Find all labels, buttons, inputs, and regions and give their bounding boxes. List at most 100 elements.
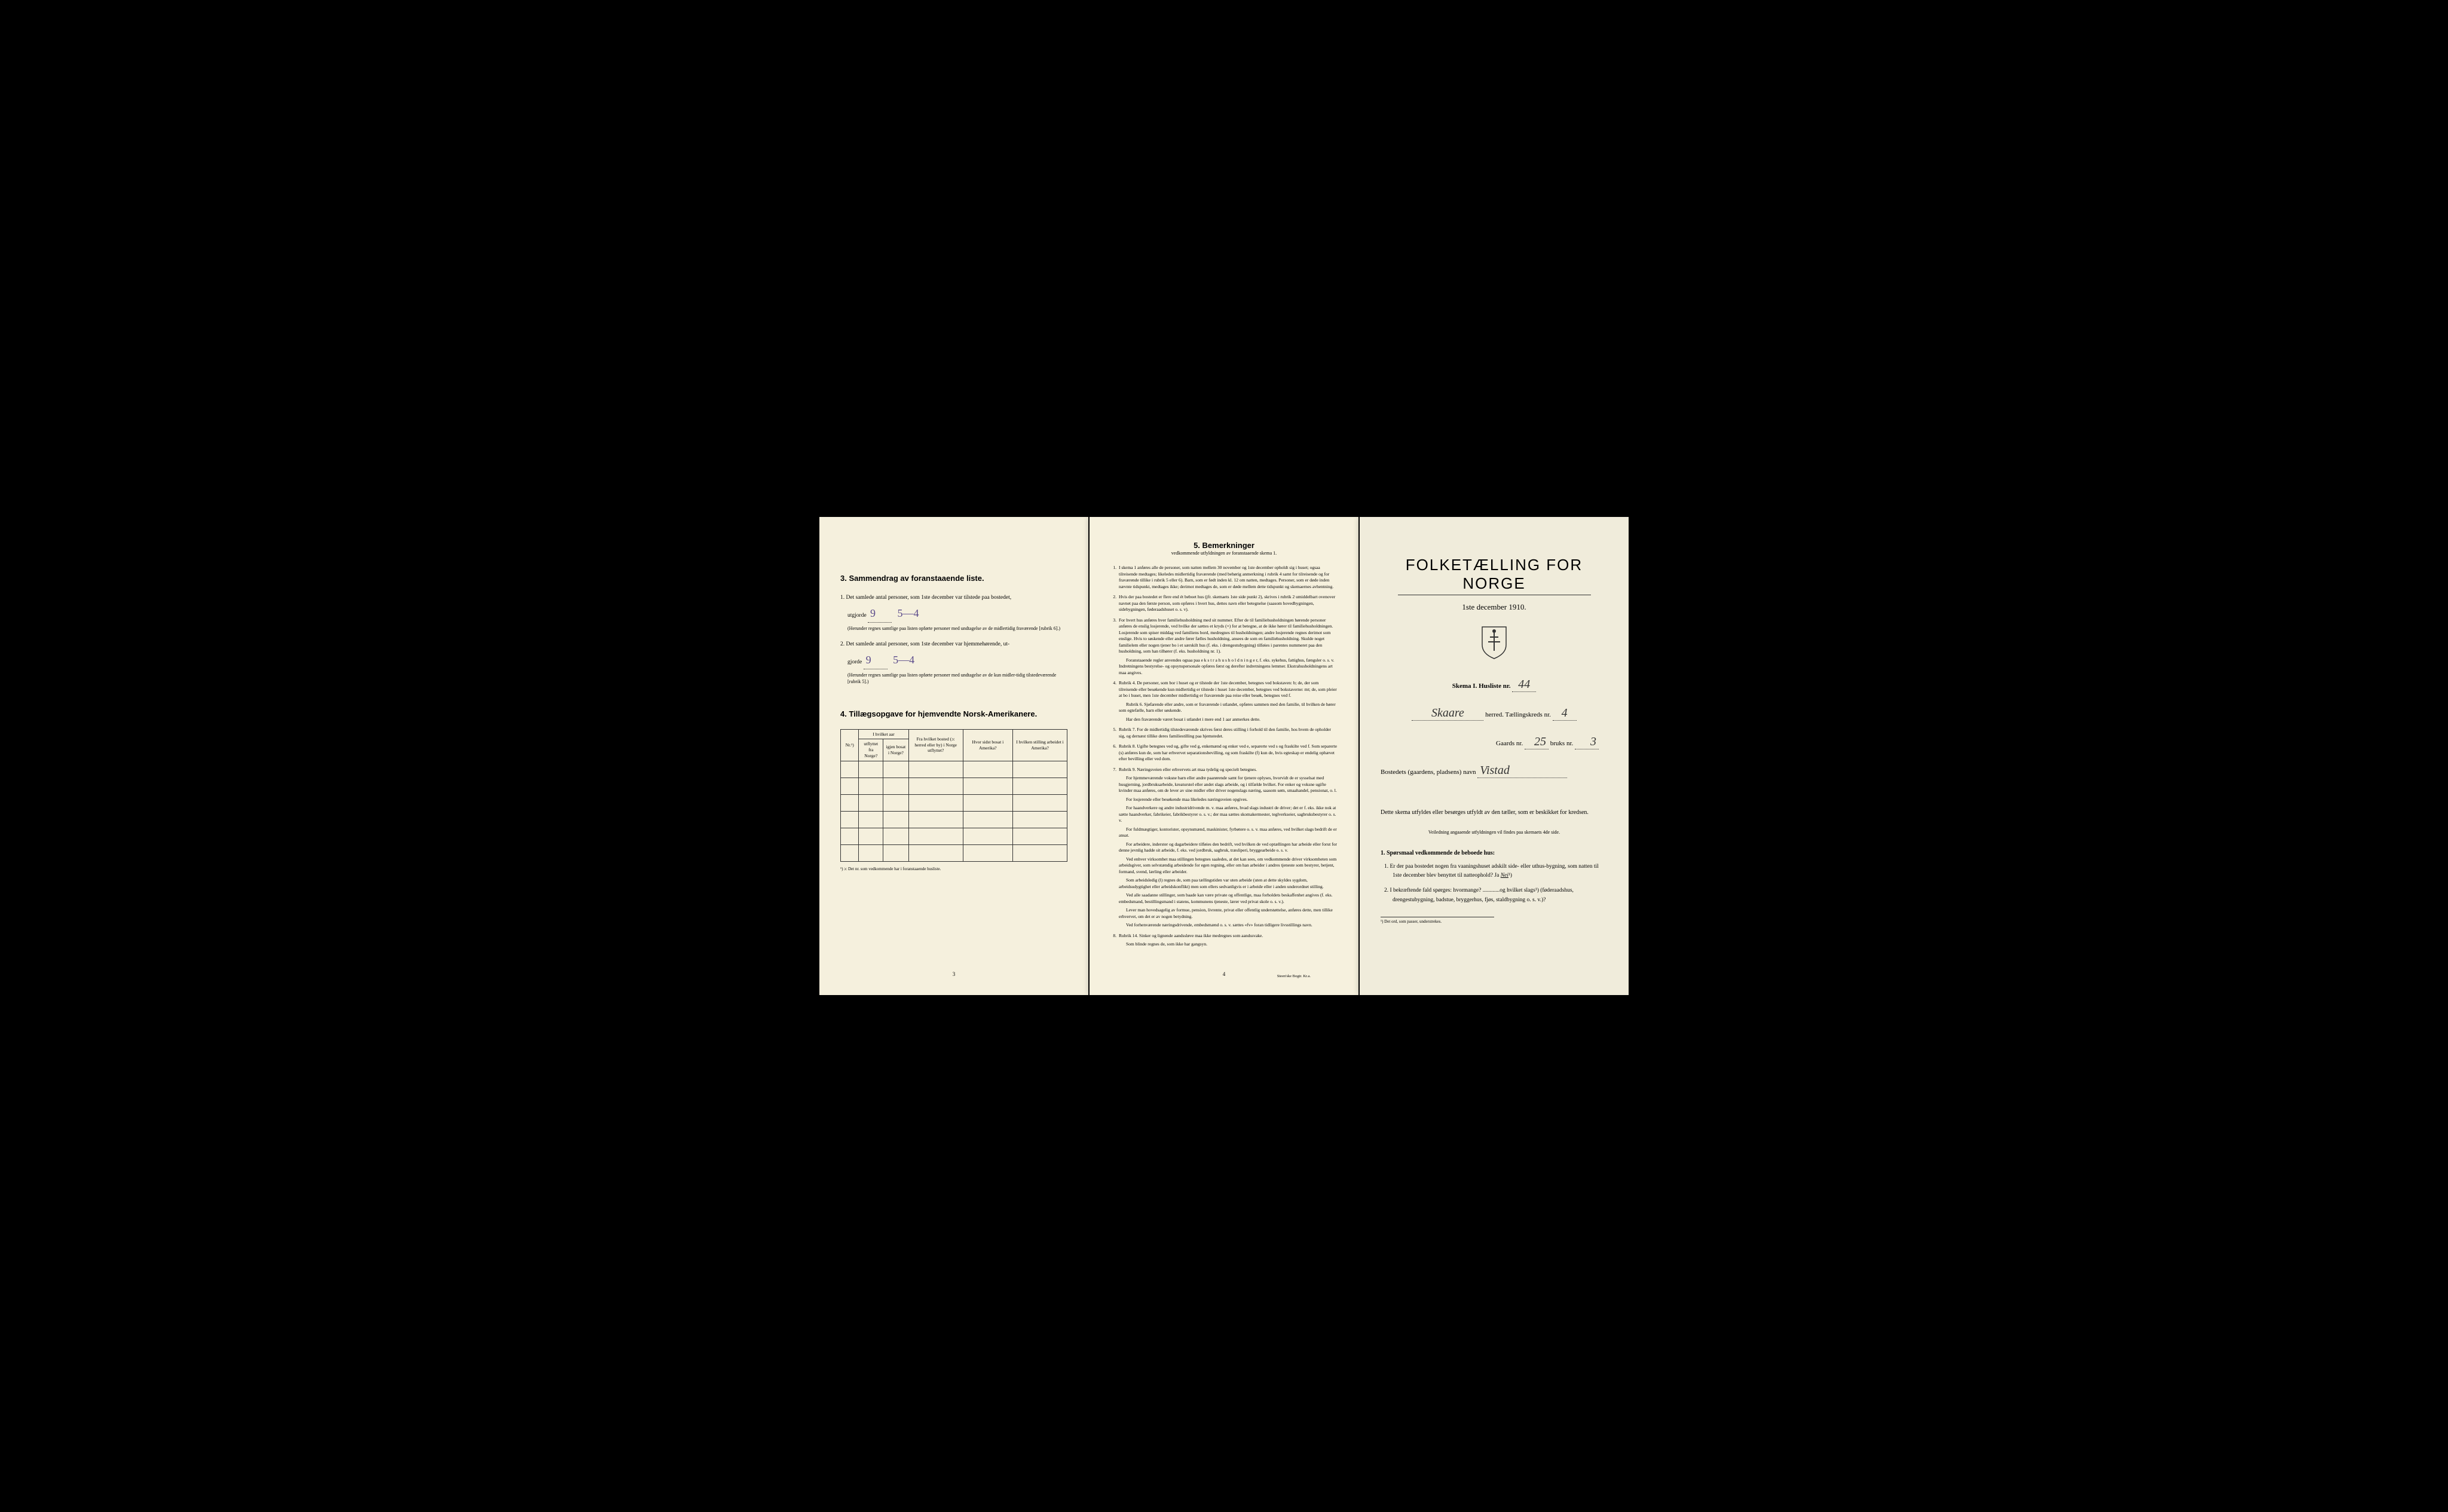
instruction-text: For hvert hus anføres hver familiehushol… [1119,617,1333,654]
item-2-text: 2. Det samlede antal personer, som 1ste … [840,640,1067,649]
col-emigrated-header: utflyttet fra Norge? [859,739,883,761]
bottom-footnote: ¹) Det ord, som passer, understrekes. [1381,917,1494,924]
question-1-answer: Nei [1501,873,1508,879]
page-middle: 5. Bemerkninger vedkommende utfyldningen… [1090,517,1358,995]
col-america-header: Hvor sidst bosat i Amerika? [963,729,1012,761]
instruction-subpara: Lever man hovedsagelig av formue, pensio… [1119,907,1338,920]
document-spread: 3. Sammendrag av foranstaaende liste. 1.… [819,517,1629,995]
table-footnote: ¹) ɔ: Det nr. som vedkommende har i fora… [840,867,1067,871]
table-row [841,844,1067,861]
skema-line: Skema I. Husliste nr. 44 [1381,678,1608,692]
gaards-nr-value: 25 [1525,735,1549,749]
table-row [841,761,1067,778]
col-from-header: Fra hvilket bosted (ɔ: herred eller by) … [908,729,963,761]
col-work-header: I hvilken stilling arbeidet i Amerika? [1013,729,1067,761]
instruction-item: 1.I skema 1 anføres alle de personer, so… [1110,565,1338,590]
page-left: 3. Sammendrag av foranstaaende liste. 1.… [819,517,1088,995]
norway-crest-icon [1479,624,1509,660]
instruction-subpara: Har den fraværende været bosat i utlande… [1119,717,1338,723]
filling-instruction: Dette skema utfyldes eller besørges utfy… [1381,808,1608,818]
page-number: 4 [1223,971,1226,977]
item-2-value-2: 5—4 [893,654,914,666]
instruction-item: 8.Rubrik 14. Sinker og lignende aandsslø… [1110,933,1338,948]
question-section: 1. Spørsmaal vedkommende de beboede hus:… [1381,850,1608,905]
instruction-list: 1.I skema 1 anføres alle de personer, so… [1110,565,1338,948]
instruction-subpara: Foranstaaende regler anvendes ogsaa paa … [1119,657,1338,677]
question-1: 1. Er der paa bostedet nogen fra vaaning… [1381,862,1608,880]
instruction-subpara: Rubrik 6. Sjøfarende eller andre, som er… [1119,702,1338,714]
question-2: 2. I bekræftende fald spørges: hvormange… [1381,886,1608,904]
census-date: 1ste december 1910. [1381,602,1608,612]
instruction-number: 2. [1110,594,1116,601]
instruction-text: Rubrik 7. For de midlertidig tilstedevær… [1119,727,1331,739]
instruction-item: 3.For hvert hus anføres hver familiehush… [1110,617,1338,677]
instruction-text: Rubrik 4. De personer, som bor i huset o… [1119,680,1337,698]
gaards-label: Gaards nr. [1496,740,1523,747]
instruction-item: 2.Hvis der paa bostedet er flere end ét … [1110,594,1338,613]
instruction-text: Rubrik 9. Næringsveien eller erhvervets … [1119,767,1257,772]
item-1-fineprint: (Herunder regnes samtlige paa listen opf… [840,625,1067,632]
col-nr-header: Nr.¹) [841,729,859,761]
bosted-label: Bostedets (gaardens, pladsens) navn [1381,769,1476,776]
instruction-number: 4. [1110,680,1116,687]
page-right: FOLKETÆLLING FOR NORGE 1ste december 191… [1360,517,1629,995]
instruction-subpara: For losjerende eller besøkende maa likel… [1119,797,1338,803]
item-2-value-1: 9 [864,651,888,669]
instruction-subpara: Som blinde regnes de, som ikke har gangs… [1119,941,1338,948]
instruction-subpara: Ved enhver virksomhet maa stillingen bet… [1119,856,1338,876]
instruction-text: Rubrik 14. Sinker og lignende aandssløve… [1119,933,1263,938]
bosted-line: Bostedets (gaardens, pladsens) navn Vist… [1381,764,1608,778]
bosted-value: Vistad [1477,764,1567,778]
item-1-line2: utgjorde 9 5—4 [840,605,1067,623]
herred-line: Skaare herred. Tællingskreds nr. 4 [1381,706,1608,721]
instruction-subpara: Ved alle saadanne stillinger, som baade … [1119,892,1338,905]
question-header: 1. Spørsmaal vedkommende de beboede hus: [1381,850,1608,856]
instruction-subpara: For arbeidere, inderster og dagarbeidere… [1119,841,1338,854]
instruction-number: 1. [1110,565,1116,571]
item-2-fineprint: (Herunder regnes samtlige paa listen opf… [840,672,1067,685]
col-year-header: I hvilket aar [859,729,908,739]
instruction-number: 5. [1110,727,1116,733]
bruks-nr-value: 3 [1575,735,1599,749]
husliste-nr-value: 44 [1512,678,1536,692]
kreds-nr-value: 4 [1553,706,1577,721]
instruction-subpara: For fuldmægtiger, kontorister, opsynsmæn… [1119,827,1338,839]
bruks-label: bruks nr. [1550,740,1574,747]
instruction-item: 5.Rubrik 7. For de midlertidig tilstedev… [1110,727,1338,739]
section-3-header: 3. Sammendrag av foranstaaende liste. [840,574,1067,583]
instruction-item: 4.Rubrik 4. De personer, som bor i huset… [1110,680,1338,723]
table-row [841,811,1067,828]
section-5-subheader: vedkommende utfyldningen av foranstaaend… [1110,550,1338,556]
col-returned-header: igjen bosat i Norge? [883,739,909,761]
instruction-subpara: Ved forhenværende næringsdrivende, embed… [1119,922,1338,929]
item-1-label: utgjorde [847,613,867,619]
herred-name-value: Skaare [1412,706,1483,721]
table-row [841,794,1067,811]
instruction-text: Hvis der paa bostedet er flere end ét be… [1119,594,1335,612]
item-2-line2: gjorde 9 5—4 [840,651,1067,669]
instruction-number: 7. [1110,767,1116,773]
table-row [841,778,1067,794]
instruction-item: 7.Rubrik 9. Næringsveien eller erhvervet… [1110,767,1338,929]
instruction-subpara: For hjemmeværende voksne barn eller andr… [1119,775,1338,794]
gaards-line: Gaards nr. 25 bruks nr. 3 [1381,735,1608,749]
guidance-note: Veiledning angaaende utfyldningen vil fi… [1381,830,1608,835]
item-1-text: 1. Det samlede antal personer, som 1ste … [840,593,1067,602]
emigrant-table: Nr.¹) I hvilket aar Fra hvilket bosted (… [840,729,1067,862]
question-1-text: 1. Er der paa bostedet nogen fra vaaning… [1384,864,1599,879]
instruction-text: Rubrik 8. Ugifte betegnes ved ug, gifte … [1119,743,1337,761]
item-1-value-2: 5—4 [898,607,919,619]
instruction-item: 6.Rubrik 8. Ugifte betegnes ved ug, gift… [1110,743,1338,763]
skema-label: Skema I. Husliste nr. [1452,682,1511,690]
herred-label: herred. Tællingskreds nr. [1485,711,1551,718]
item-1-value-1: 9 [868,605,892,623]
printer-mark: Steen'ske Bogtr. Kr.a. [1277,974,1311,978]
instruction-number: 6. [1110,743,1116,750]
section-5-header: 5. Bemerkninger [1110,541,1338,550]
table-row [841,828,1067,844]
item-2-label: gjorde [847,659,862,665]
instruction-subpara: Som arbeidsledig (l) regnes de, som paa … [1119,877,1338,890]
page-number: 3 [953,971,956,977]
section-4-header: 4. Tillægsopgave for hjemvendte Norsk-Am… [840,709,1067,718]
instruction-number: 8. [1110,933,1116,939]
